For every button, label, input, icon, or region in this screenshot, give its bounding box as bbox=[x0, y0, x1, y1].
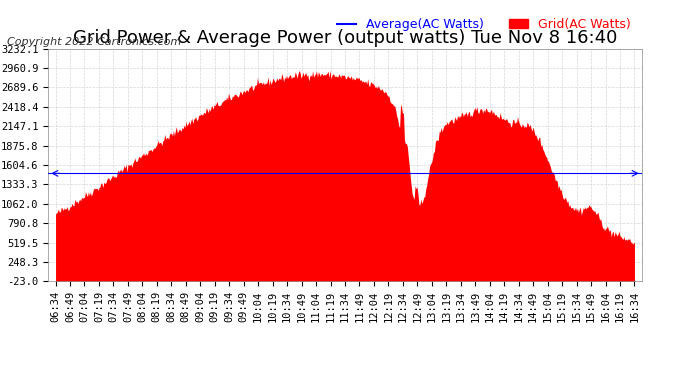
Title: Grid Power & Average Power (output watts) Tue Nov 8 16:40: Grid Power & Average Power (output watts… bbox=[73, 29, 617, 47]
Text: Copyright 2022 Cartronics.com: Copyright 2022 Cartronics.com bbox=[7, 37, 181, 47]
Legend: Average(AC Watts), Grid(AC Watts): Average(AC Watts), Grid(AC Watts) bbox=[333, 13, 635, 36]
